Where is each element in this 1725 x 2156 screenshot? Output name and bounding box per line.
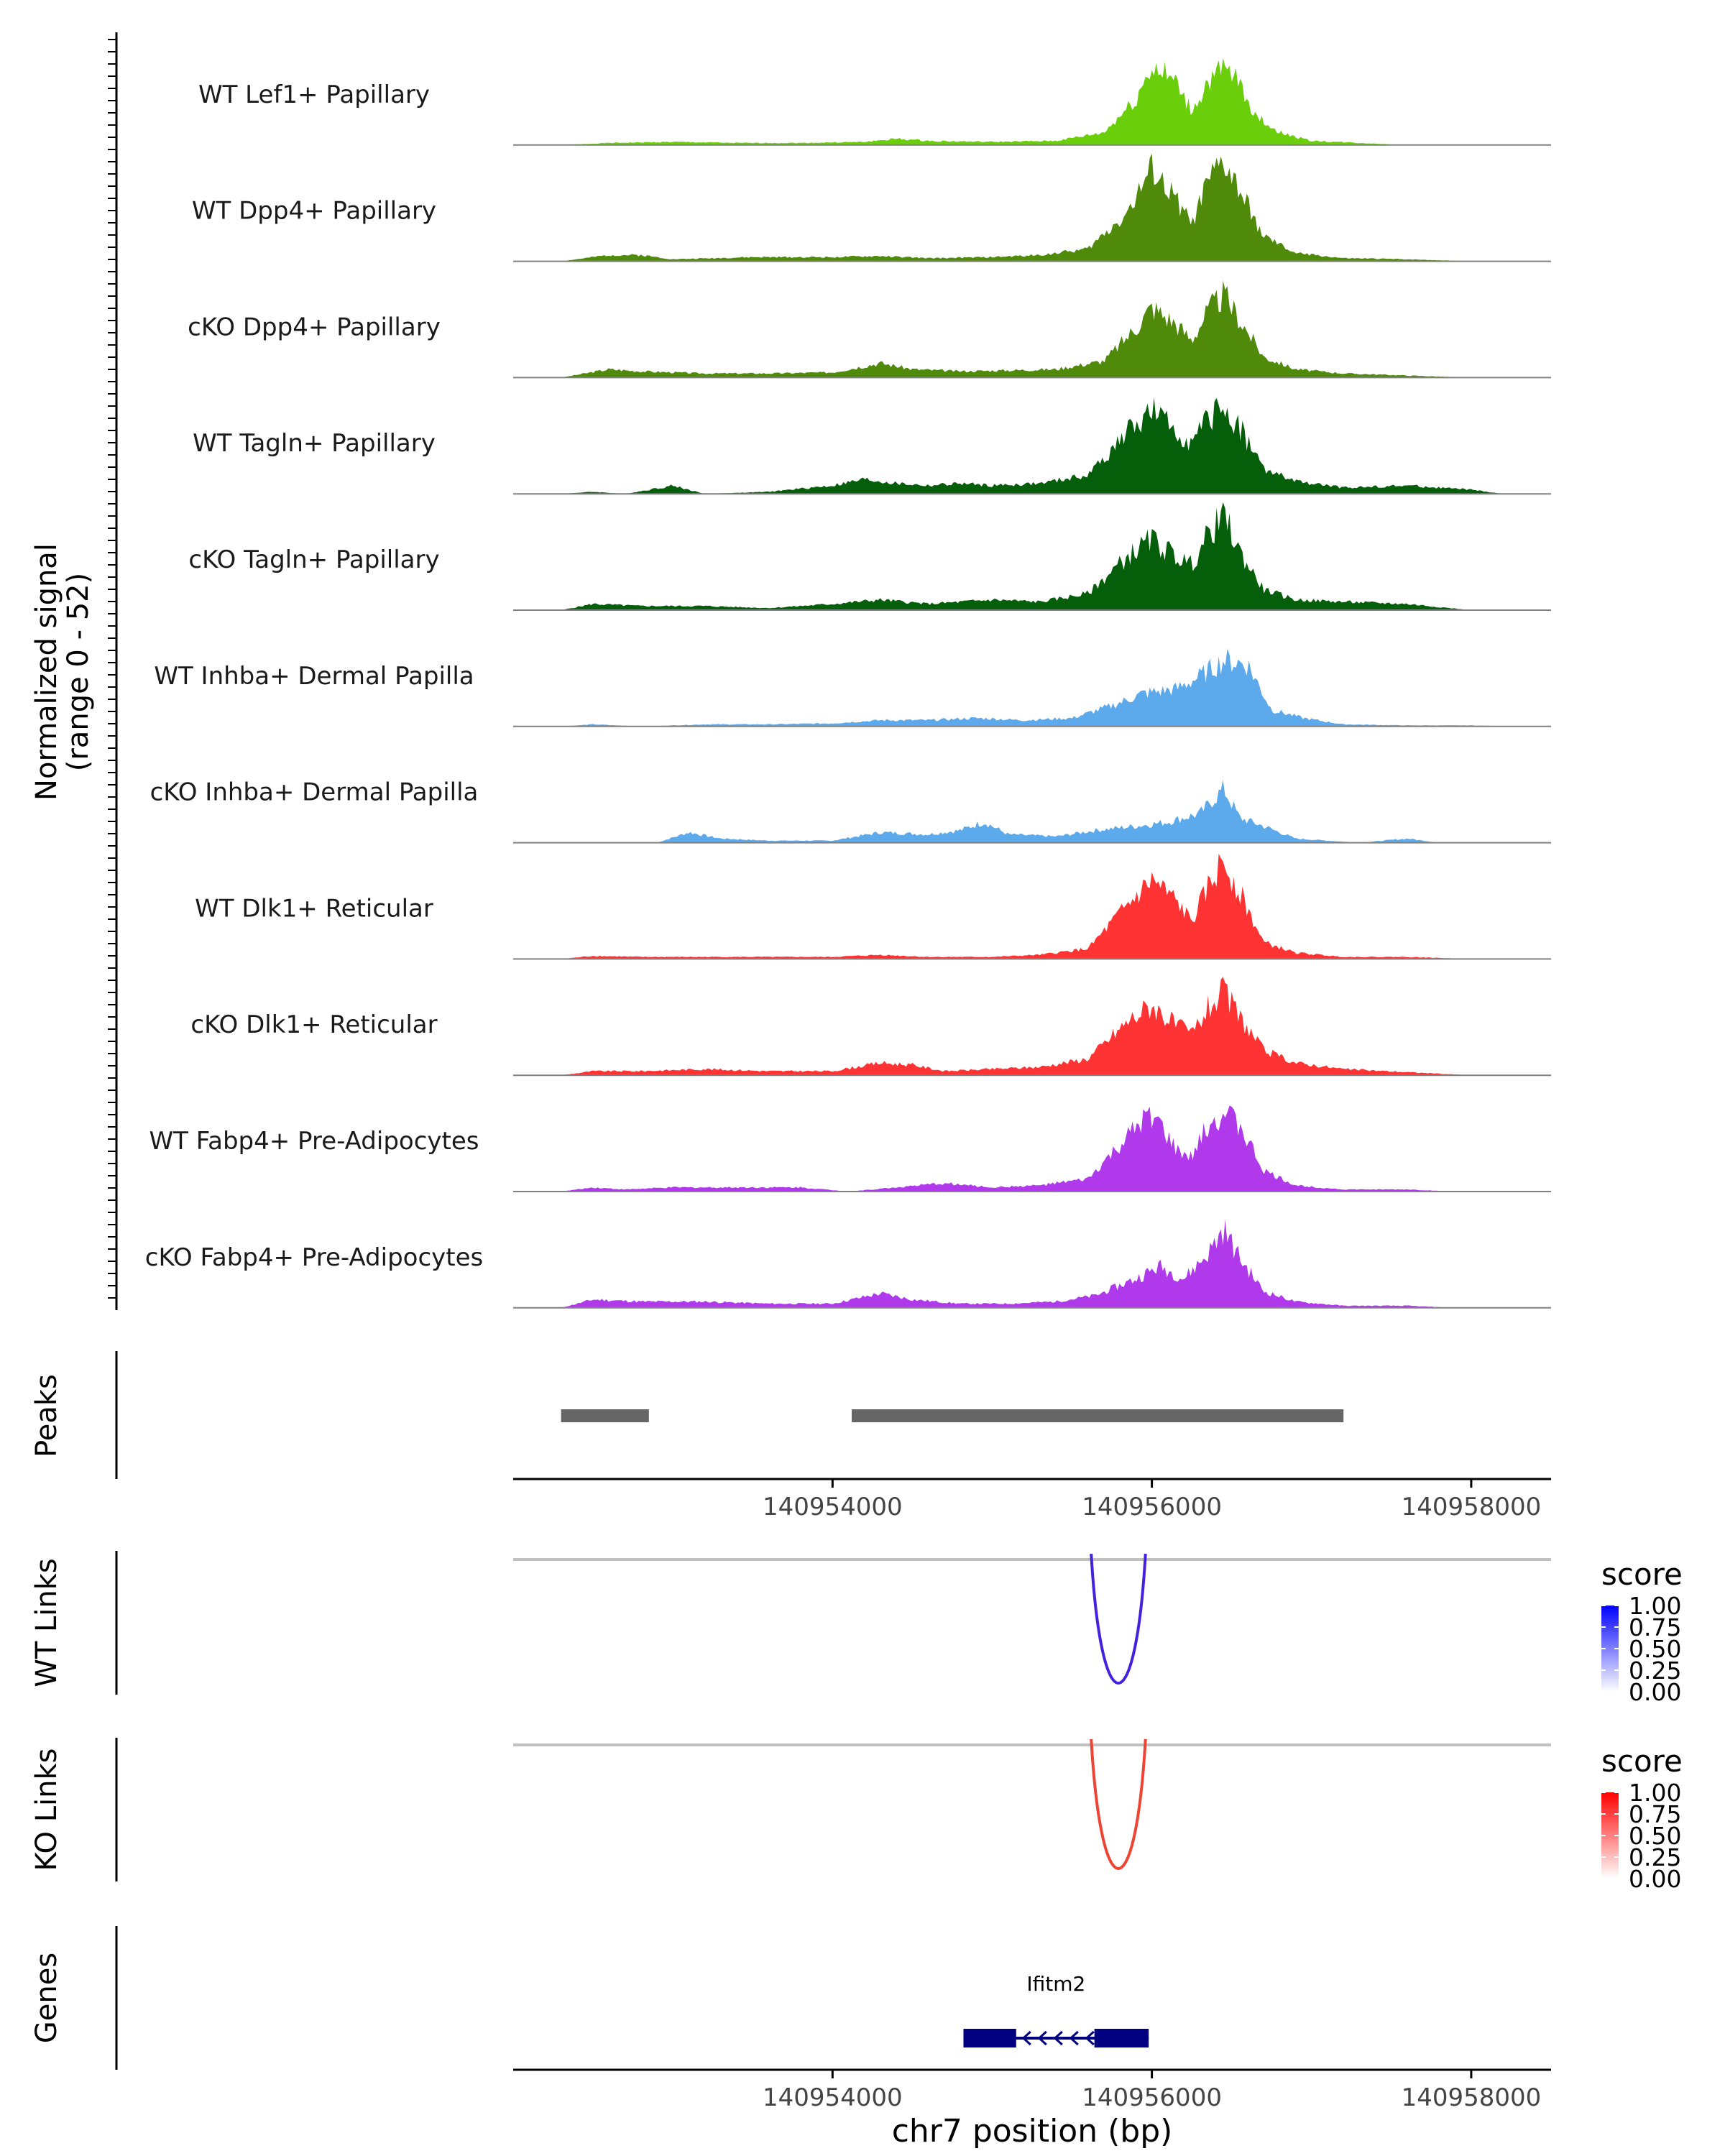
legend-tick-label: 1.00 [1629, 1779, 1681, 1807]
legend-tick-label: 0.00 [1629, 1678, 1681, 1706]
wt-links-panel: WT Links [30, 1551, 1551, 1695]
genes-x-ticks: 140954000 140956000 140958000 [763, 2070, 1541, 2112]
track-label: cKO Tagln+ Papillary [188, 545, 439, 574]
legend-tick-label: 0.50 [1629, 1822, 1681, 1850]
coverage-tracks: WT Lef1+ Papillary WT Dpp4+ Papillary cKO … [145, 57, 1551, 1309]
legend-tick-label: 1.00 [1629, 1592, 1681, 1620]
coverage-ylabel-line1: Normalized signal [30, 543, 63, 801]
coverage-track: WT Inhba+ Dermal Papilla [154, 648, 1551, 727]
strand-arrow [1053, 2030, 1063, 2046]
legend-tick-label: 0.75 [1629, 1613, 1681, 1641]
legend-tick-label: 0.75 [1629, 1800, 1681, 1828]
coverage-track: WT Dpp4+ Papillary [192, 153, 1551, 262]
wt-legend-ticks: 1.000.750.500.250.00 [1601, 1592, 1681, 1706]
track-label: WT Dpp4+ Papillary [192, 197, 436, 226]
coverage-track: WT Dlk1+ Reticular [195, 853, 1551, 960]
peak-bars [561, 1409, 1344, 1422]
coverage-area [561, 1219, 1455, 1308]
track-label: cKO Fabp4+ Pre-Adipocytes [145, 1243, 484, 1272]
track-label: WT Inhba+ Dermal Papilla [154, 662, 474, 691]
gene-exon [1094, 2029, 1149, 2047]
coverage-area [561, 1105, 1455, 1192]
coverage-area [561, 57, 1408, 145]
coverage-area [561, 397, 1504, 494]
strand-arrow [1037, 2030, 1047, 2046]
x-axis-title: chr7 position (bp) [892, 2113, 1173, 2150]
genes-panel: Genes Ifitm2 140954000 140956000 140958000… [30, 1926, 1551, 2150]
gene-model: Ifitm2 [963, 1972, 1149, 2047]
strand-arrow [1085, 2030, 1095, 2046]
track-label: WT Dlk1+ Reticular [195, 894, 433, 923]
coverage-track: WT Fabp4+ Pre-Adipocytes [150, 1105, 1551, 1192]
x-tick-label: 140958000 [1402, 2083, 1542, 2112]
legend-tick-label: 0.00 [1629, 1865, 1681, 1893]
x-tick-label: 140956000 [1082, 1493, 1222, 1521]
coverage-area [561, 502, 1471, 610]
coverage-area [561, 280, 1471, 378]
x-tick-label: 140954000 [763, 1493, 903, 1521]
peaks-panel: Peaks 140954000 140956000 140958000 [30, 1351, 1551, 1521]
ko-link-arc [1090, 1738, 1147, 1870]
genes-label: Genes [30, 1953, 63, 2043]
coverage-track: cKO Dlk1+ Reticular [190, 977, 1551, 1077]
ko-links-label: KO Links [30, 1749, 63, 1871]
peak-region [851, 1409, 1344, 1422]
wt-score-legend: score 1.000.750.500.250.00 [1601, 1557, 1683, 1706]
coverage-track: WT Lef1+ Papillary [198, 57, 1551, 146]
peaks-label: Peaks [30, 1374, 63, 1457]
track-label: cKO Dpp4+ Papillary [188, 313, 441, 341]
track-label: WT Tagln+ Papillary [193, 429, 436, 458]
coverage-track: cKO Fabp4+ Pre-Adipocytes [145, 1219, 1551, 1309]
strand-arrow [1069, 2030, 1079, 2046]
coverage-track: WT Tagln+ Papillary [193, 397, 1551, 495]
peak-region [561, 1409, 649, 1422]
coverage-track: cKO Inhba+ Dermal Papilla [150, 778, 1551, 844]
ko-legend-title: score [1601, 1743, 1683, 1779]
coverage-track: cKO Tagln+ Papillary [188, 502, 1551, 611]
wt-legend-title: score [1601, 1557, 1683, 1592]
track-label: WT Fabp4+ Pre-Adipocytes [150, 1127, 479, 1156]
gene-models: Ifitm2 [963, 1972, 1149, 2047]
gene-exon [963, 2029, 1016, 2047]
x-tick-label: 140956000 [1082, 2083, 1222, 2112]
wt-link-arc [1090, 1553, 1147, 1685]
coverage-panel: Normalized signal (range 0 - 52) WT Lef1… [30, 32, 1551, 1310]
ko-legend-ticks: 1.000.750.500.250.00 [1601, 1779, 1681, 1893]
wt-links-label: WT Links [30, 1558, 63, 1687]
legend-tick-label: 0.50 [1629, 1635, 1681, 1663]
strand-arrow [1021, 2030, 1031, 2046]
coverage-area [561, 153, 1471, 262]
ko-score-legend: score 1.000.750.500.250.00 [1601, 1743, 1683, 1893]
coverage-y-ticks [108, 39, 116, 1299]
legend-tick-label: 0.25 [1629, 1843, 1681, 1871]
track-label: cKO Dlk1+ Reticular [190, 1010, 437, 1039]
coverage-track: cKO Dpp4+ Papillary [188, 280, 1551, 379]
track-label: cKO Inhba+ Dermal Papilla [150, 778, 479, 807]
gene-name: Ifitm2 [1026, 1972, 1085, 1996]
peaks-x-ticks: 140954000 140956000 140958000 [763, 1479, 1541, 1521]
coverage-area [561, 648, 1519, 727]
ko-links-panel: KO Links [30, 1738, 1551, 1881]
coverage-area [561, 853, 1471, 959]
x-tick-label: 140958000 [1402, 1493, 1542, 1521]
coverage-area [561, 779, 1440, 843]
track-label: WT Lef1+ Papillary [198, 80, 430, 109]
x-tick-label: 140954000 [763, 2083, 903, 2112]
coverage-ylabel-line2: (range 0 - 52) [62, 573, 95, 771]
coverage-area [561, 977, 1471, 1076]
legend-tick-label: 0.25 [1629, 1657, 1681, 1685]
